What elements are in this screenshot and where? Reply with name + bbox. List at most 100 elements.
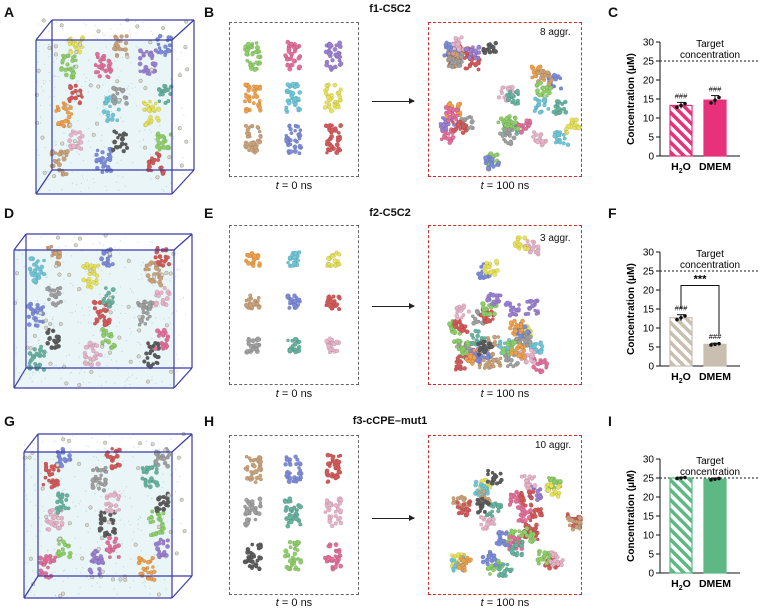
peptide	[325, 250, 342, 269]
x-tick-label: H2O	[671, 578, 691, 592]
arrow-f3	[372, 515, 415, 521]
data-point	[717, 341, 721, 346]
peptide	[244, 251, 262, 268]
data-point	[675, 476, 679, 481]
peptide	[282, 539, 304, 572]
panel-label-h: H	[204, 413, 215, 429]
aggregate	[515, 504, 533, 524]
final-aggregate-molecules	[449, 468, 583, 579]
data-point	[709, 478, 713, 482]
aggregate	[544, 481, 562, 499]
aggregate	[480, 299, 499, 317]
peptide-cluster	[97, 509, 118, 538]
time-label-initial-f2: t = 0 ns	[275, 388, 313, 400]
y-tick-label: 5	[648, 550, 654, 561]
aggregate	[485, 291, 503, 307]
y-tick-label: 15	[643, 95, 655, 106]
y-tick-label: 15	[643, 512, 655, 523]
initial-grid-molecules	[243, 250, 342, 355]
peptide-cluster	[45, 327, 61, 351]
row-title-f3: f3-cCPE–mut1	[352, 415, 428, 427]
aggregate	[454, 303, 471, 321]
peptide	[324, 294, 342, 312]
bar	[703, 343, 727, 367]
panel-label-e: E	[204, 205, 214, 221]
peptide-cluster	[104, 446, 122, 471]
aggregate	[531, 130, 549, 148]
peptide	[243, 293, 262, 311]
aggregate	[552, 129, 571, 147]
y-tick-label: 10	[643, 114, 655, 125]
aggregate	[512, 235, 531, 252]
aggregate	[508, 318, 525, 337]
aggregate	[478, 514, 497, 531]
aggregate	[507, 489, 524, 507]
bar-chart-i: Concentration (μM) 0 5 10 15 20 25 30 Targetconc…	[626, 455, 760, 592]
aggregate	[529, 64, 548, 82]
peptide-cluster	[137, 48, 158, 76]
y-axis-label: Concentration (μM)	[626, 53, 637, 145]
peptide-cluster	[67, 129, 85, 151]
aggregate	[447, 51, 465, 70]
snapshot-initial-f2	[229, 225, 359, 385]
aggregate-count-f2: 3 aggr.	[540, 233, 571, 244]
aggregate	[439, 127, 457, 146]
peptide-cluster	[104, 491, 122, 514]
peptide	[324, 336, 342, 355]
y-tick-label: 30	[643, 38, 655, 49]
panel-label-g: G	[4, 413, 15, 429]
peptide-cluster	[135, 299, 156, 327]
arrow-f2	[372, 303, 415, 309]
peptide-cluster	[54, 491, 71, 515]
aggregate	[548, 550, 565, 568]
peptide-cluster	[45, 285, 64, 308]
peptide-cluster	[153, 446, 172, 469]
peptide	[284, 81, 303, 114]
peptide	[242, 542, 264, 572]
arrow-f1	[372, 98, 415, 104]
y-tick-label: 25	[643, 57, 655, 68]
aggregate	[551, 99, 569, 116]
peptide-cluster	[27, 344, 47, 372]
data-point	[713, 98, 717, 102]
y-tick-label: 25	[643, 474, 655, 485]
aggregate	[531, 356, 550, 375]
aggregate	[565, 515, 583, 532]
aggregate-count-f3: 10 aggr.	[535, 440, 572, 451]
peptide-cluster	[99, 247, 115, 268]
initial-grid-molecules	[243, 39, 344, 156]
snapshot-initial-f3	[229, 435, 359, 595]
peptide-cluster	[141, 99, 162, 128]
y-tick-label: 10	[643, 531, 655, 542]
peptide-cluster	[111, 85, 129, 106]
aggregate	[453, 354, 470, 372]
simulation-box-g	[22, 432, 193, 599]
peptide	[322, 542, 344, 572]
aggregate	[519, 526, 537, 544]
aggregate	[452, 317, 470, 335]
snapshot-final-f1	[428, 22, 582, 177]
aggregate	[496, 562, 514, 579]
aggregate	[496, 84, 516, 103]
bar-annotation: ###	[709, 85, 722, 94]
y-tick-label: 20	[643, 286, 655, 297]
simulation-box-d	[13, 233, 193, 389]
data-point	[713, 342, 717, 347]
x-tick-label: DMEM	[699, 578, 731, 590]
target-label: Target	[696, 456, 724, 467]
peptide	[286, 336, 302, 355]
aggregate	[535, 68, 554, 87]
peptide	[286, 250, 302, 269]
aggregate	[494, 529, 511, 548]
data-point	[679, 315, 683, 320]
bar	[669, 317, 693, 367]
peptide-cluster	[154, 491, 171, 514]
y-tick-label: 25	[643, 267, 655, 278]
y-tick-label: 0	[648, 569, 654, 580]
aggregate	[563, 117, 582, 136]
peptide-cluster	[87, 548, 106, 577]
target-label: concentration	[680, 467, 740, 478]
bar-annotation: ###	[675, 91, 688, 100]
x-tick-label: H2O	[671, 161, 691, 175]
peptide	[282, 496, 304, 529]
